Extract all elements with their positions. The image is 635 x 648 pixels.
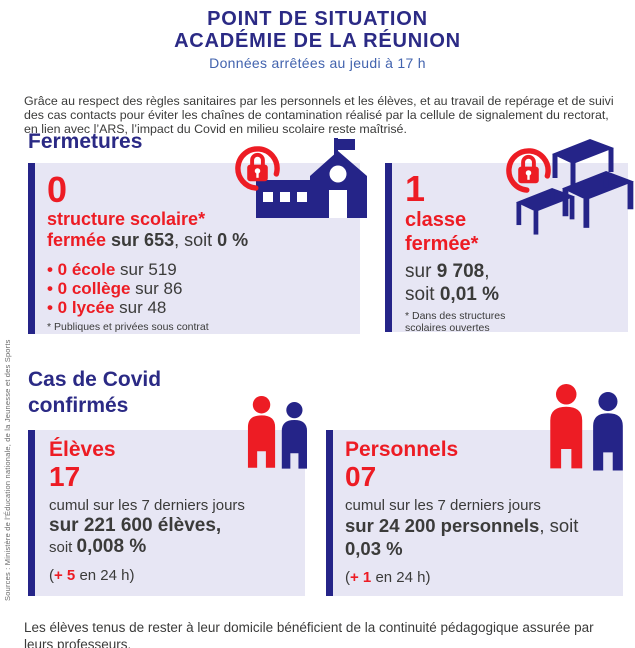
section-heading-cas-line1: Cas de Covid	[28, 368, 162, 391]
section-heading-cas-line2: confirmés	[28, 394, 129, 417]
intro-paragraph: Grâce au respect des règles sanitaires p…	[24, 94, 614, 137]
bullet-college-red: • 0 collège	[47, 279, 131, 298]
classes-total-line: sur 9 708,	[405, 260, 628, 283]
bullet-ecole-red: • 0 école	[47, 260, 116, 279]
classes-total: 9 708	[436, 261, 485, 282]
eleves-total: sur 221 600 élèves,	[49, 515, 222, 536]
school-building-icon	[256, 138, 367, 218]
eleves-delta-open: (	[49, 567, 54, 584]
classes-comma: ,	[484, 261, 490, 282]
personnels-ratio-line: 0,03 %	[345, 537, 623, 560]
personnels-delta-open: (	[345, 569, 350, 586]
classes-footnote: * Dans des structures scolaires ouvertes	[405, 310, 506, 334]
classes-soit: soit	[405, 284, 440, 305]
eleves-soit: soit	[49, 539, 77, 556]
eleves-panel: Élèves 17 cumul sur les 7 derniers jours…	[28, 430, 305, 596]
header: POINT DE SITUATION ACADÉMIE DE LA RÉUNIO…	[0, 8, 635, 71]
eleves-cumul: cumul sur les 7 derniers jours	[49, 497, 245, 514]
page-title-line1: POINT DE SITUATION	[207, 8, 428, 30]
bullet-ecole-rest: sur 519	[115, 260, 177, 279]
source-note: Sources : Ministère de l’Éducation natio…	[3, 339, 12, 601]
section-heading-cas: Cas de Covid confirmés	[28, 367, 161, 419]
section-heading-fermetures: Fermetures	[28, 130, 143, 153]
structures-detail-pct: 0 %	[217, 230, 249, 250]
personnels-total: sur 24 200 personnels	[345, 515, 540, 536]
personnels-delta-value: + 1	[350, 569, 372, 586]
personnels-cumul: cumul sur les 7 derniers jours	[345, 497, 541, 514]
classes-sur: sur	[405, 261, 437, 282]
lock-badge-icon	[506, 148, 551, 193]
classes-label-line2: fermée*	[405, 233, 479, 255]
bullet-row-lycee: • 0 lycée sur 48	[47, 298, 360, 317]
structures-detail-total: sur 653	[106, 230, 175, 250]
eleves-pct: 0,008 %	[76, 536, 147, 557]
classes-label-line1: classe	[405, 209, 467, 231]
structures-label: structure scolaire*	[47, 209, 206, 229]
eleves-delta-value: + 5	[54, 567, 76, 584]
classes-ratio-line: soit 0,01 %	[405, 283, 628, 306]
bullet-row-ecole: • 0 école sur 519	[47, 260, 360, 279]
personnels-count: 07	[345, 461, 377, 492]
bullet-lycee-rest: sur 48	[114, 298, 167, 317]
classes-count: 1	[405, 168, 426, 209]
structures-detail-mid: , soit	[174, 230, 218, 250]
bullet-row-college: • 0 collège sur 86	[47, 279, 360, 298]
structures-bullets: • 0 école sur 519 • 0 collège sur 86 • 0…	[47, 260, 360, 317]
structures-panel: 0 structure scolaire* fermée sur 653, so…	[28, 163, 360, 334]
people-staff-icon	[550, 384, 623, 471]
eleves-delta-rest: en 24 h)	[75, 567, 135, 584]
personnels-soit: , soit	[539, 515, 579, 536]
structures-footnote: * Publiques et privées sous contrat	[47, 321, 209, 333]
footer-paragraph: Les élèves tenus de rester à leur domici…	[24, 619, 594, 648]
personnels-pct: 0,03 %	[345, 538, 403, 559]
eleves-count: 17	[49, 461, 81, 492]
lock-badge-icon	[235, 146, 280, 191]
bullet-college-rest: sur 86	[130, 279, 183, 298]
structures-detail-red: fermée	[47, 230, 107, 250]
personnels-total-line: sur 24 200 personnels, soit	[345, 514, 623, 537]
structures-count: 0	[47, 169, 68, 210]
classes-pct: 0,01 %	[439, 284, 500, 305]
eleves-title: Élèves	[49, 438, 116, 461]
people-students-icon	[247, 396, 307, 469]
eleves-delta: (+ 5 en 24 h)	[49, 567, 305, 585]
structures-detail: fermée sur 653, soit 0 %	[47, 230, 360, 251]
personnels-title: Personnels	[345, 438, 459, 461]
eleves-ratio: soit 0,008 %	[49, 537, 305, 558]
personnels-delta-rest: en 24 h)	[371, 569, 431, 586]
personnels-delta: (+ 1 en 24 h)	[345, 569, 623, 587]
page-subtitle: Données arrêtées au jeudi à 17 h	[209, 55, 426, 71]
bullet-lycee-red: • 0 lycée	[47, 298, 115, 317]
page-title-line2: ACADÉMIE DE LA RÉUNION	[174, 30, 461, 52]
